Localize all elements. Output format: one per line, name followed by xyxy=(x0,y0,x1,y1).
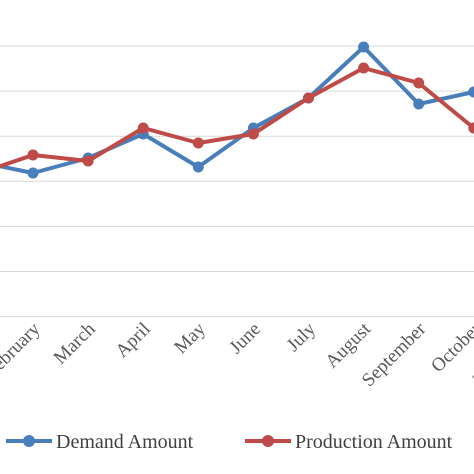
series-line-production xyxy=(0,66,474,169)
x-tick-label: March xyxy=(50,318,100,368)
data-point xyxy=(192,161,204,173)
x-tick-label: August xyxy=(321,318,375,372)
data-point xyxy=(358,41,370,53)
data-point xyxy=(27,149,39,161)
data-point xyxy=(247,128,259,140)
data-point xyxy=(468,86,474,98)
data-point xyxy=(82,155,94,167)
x-tick-label: May xyxy=(170,318,210,358)
data-point xyxy=(413,98,425,110)
legend-marker xyxy=(262,435,274,447)
legend: Demand Amount Production Amount xyxy=(6,431,453,453)
x-tick-label: June xyxy=(225,319,264,358)
x-axis-tick-labels: February March April May June July AugustSepte… xyxy=(0,318,474,391)
data-point xyxy=(192,137,204,149)
data-point xyxy=(137,122,149,134)
data-point xyxy=(358,62,370,74)
data-point xyxy=(27,167,39,179)
x-tick-label: February xyxy=(0,318,45,382)
x-tick-label: July xyxy=(283,318,321,356)
data-point xyxy=(303,92,314,104)
legend-label: Demand Amount xyxy=(56,431,194,453)
series-layer xyxy=(0,41,474,179)
legend-marker xyxy=(23,435,35,447)
series-line-demand xyxy=(0,45,474,175)
x-tick-label: April xyxy=(112,319,155,362)
legend-label: Production Amount xyxy=(295,431,453,453)
x-tick-label: October xyxy=(427,318,474,377)
data-point xyxy=(413,77,425,89)
data-point xyxy=(468,122,474,134)
